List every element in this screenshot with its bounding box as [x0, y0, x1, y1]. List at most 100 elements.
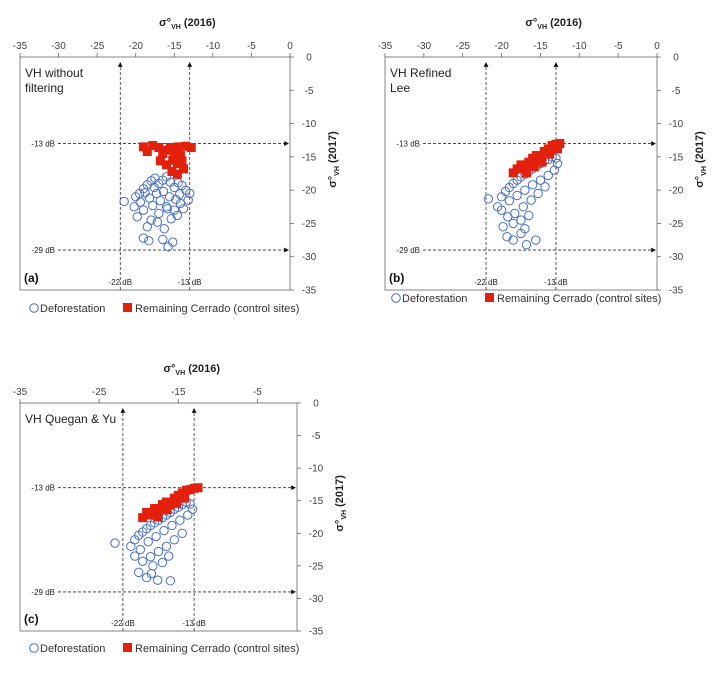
deforestation-point — [168, 237, 178, 247]
remaining-cerrado-point — [169, 148, 179, 158]
y-tick-label: -10 — [302, 119, 317, 130]
deforestation-point — [134, 567, 144, 578]
x-tick-label: -25 — [92, 387, 107, 398]
remaining-cerrado-point — [165, 500, 175, 510]
y-tick-label: 0 — [673, 53, 679, 64]
remaining-cerrado-point — [179, 164, 189, 174]
x-tick-label: -5 — [253, 387, 262, 398]
y-axis-title: σ°VH (2017) — [334, 475, 348, 532]
deforestation-point — [164, 192, 175, 202]
reference-label-x: -22 dB — [111, 619, 135, 628]
deforestation-point — [151, 188, 162, 199]
chart-panel-2: -35 -30 -25 -20 -15 -10 -5 0 0 -5 -10 -15 -20 -25 -30 -… — [378, 17, 708, 305]
deforestation-point — [165, 576, 176, 586]
panel-title: filtering — [25, 81, 64, 95]
remaining-cerrado-point — [177, 156, 187, 166]
y-axis-title: σ°VH (2017) — [694, 131, 708, 188]
deforestation-point — [152, 217, 163, 227]
x-tick-label: -5 — [614, 41, 623, 52]
deforestation-point — [153, 546, 164, 557]
deforestation-point — [140, 188, 150, 198]
x-tick-label: -30 — [51, 41, 66, 52]
reference-label-y: -13 dB — [31, 484, 55, 493]
deforestation-point — [138, 205, 149, 215]
deforestation-point — [521, 240, 532, 250]
deforestation-point — [166, 214, 176, 224]
x-tick-label: -25 — [455, 41, 470, 52]
deforestation-point — [155, 196, 166, 206]
y-tick-label: -30 — [309, 594, 324, 605]
remaining-cerrado-point — [193, 483, 203, 493]
y-tick-label: -35 — [669, 286, 684, 297]
x-tick-label: -15 — [171, 387, 186, 398]
reference-label-x: -13 dB — [544, 278, 568, 287]
deforestation-point — [135, 544, 145, 555]
deforestation-point — [130, 551, 140, 561]
y-tick-label: -30 — [669, 252, 684, 263]
x-tick-label: -30 — [417, 41, 432, 52]
deforestation-point — [110, 538, 120, 548]
remaining-cerrado-point — [181, 141, 191, 151]
deforestation-point — [164, 551, 174, 561]
deforestation-point — [147, 200, 158, 211]
remaining-cerrado-point — [162, 160, 172, 170]
chart-panel-3: -35 -25 -15 -5 0 -5 -10 -15 -20 -25 -30 -35 σ°VH (20… — [13, 363, 348, 655]
remaining-cerrado-point — [165, 143, 175, 153]
x-tick-label: -35 — [378, 41, 393, 52]
deforestation-point — [178, 204, 189, 214]
remaining-cerrado-point — [537, 157, 547, 167]
deforestation-point — [533, 188, 543, 199]
remaining-cerrado-point — [521, 168, 531, 178]
deforestation-point — [504, 196, 515, 206]
y-tick-label: -15 — [302, 152, 317, 163]
legend: Deforestation Remaining Cerrado (control … — [391, 293, 661, 305]
deforestation-point — [146, 568, 157, 579]
remaining-cerrado-point — [186, 143, 196, 153]
x-tick-label: -35 — [13, 41, 28, 52]
deforestation-point — [175, 515, 185, 525]
deforestation-point — [535, 175, 546, 185]
y-tick-label: -25 — [302, 219, 317, 230]
remaining-cerrado-point — [167, 167, 177, 177]
remaining-cerrado-point — [146, 510, 156, 520]
remaining-cerrado-point — [529, 162, 539, 172]
deforestation-point — [185, 188, 195, 199]
deforestation-point — [540, 182, 550, 192]
deforestation-point — [153, 575, 163, 585]
deforestation-point — [167, 520, 177, 531]
x-tick-label: -20 — [494, 41, 509, 52]
legend-remaining-label: Remaining Cerrado (control sites) — [135, 303, 299, 315]
deforestation-point — [177, 528, 187, 538]
panel-label: (b) — [389, 271, 404, 285]
legend-square-icon — [485, 293, 494, 302]
deforestation-point — [154, 208, 164, 219]
legend-deforestation-label: Deforestation — [402, 293, 467, 305]
deforestation-point — [510, 208, 520, 219]
deforestation-point — [129, 202, 139, 212]
deforestation-point — [183, 510, 193, 520]
deforestation-point — [144, 236, 154, 246]
remaining-cerrado-point — [180, 493, 190, 503]
deforestation-point — [169, 535, 180, 545]
deforestation-point — [119, 196, 129, 207]
deforestation-point — [151, 531, 161, 542]
remaining-cerrado-point — [555, 139, 565, 149]
y-tick-label: -20 — [302, 186, 317, 197]
y-tick-label: -5 — [312, 431, 321, 442]
y-tick-label: -30 — [302, 252, 317, 263]
panel-label: (c) — [24, 612, 39, 626]
deforestation-point — [163, 242, 173, 252]
y-tick-label: -5 — [672, 86, 681, 97]
deforestation-point — [137, 556, 148, 566]
y-axis-title: σ°VH (2017) — [327, 131, 341, 188]
reference-label-y: -13 dB — [31, 140, 55, 149]
deforestation-point — [187, 504, 198, 514]
y-tick-label: -10 — [669, 119, 684, 130]
deforestation-point — [158, 186, 169, 197]
plot-frame — [384, 56, 658, 291]
x-tick-label: 0 — [287, 41, 293, 52]
x-tick-label: -25 — [90, 41, 105, 52]
y-tick-label: 0 — [306, 53, 312, 64]
panel-title: VH Refined — [390, 66, 451, 80]
deforestation-point — [174, 189, 185, 199]
